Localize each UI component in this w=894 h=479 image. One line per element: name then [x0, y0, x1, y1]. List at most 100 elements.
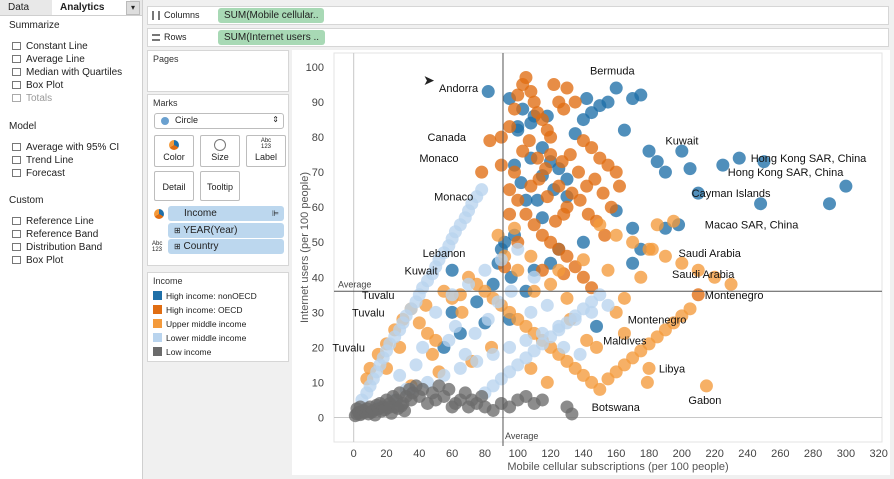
data-point: [544, 130, 558, 144]
analytics-item-constant-line[interactable]: Constant Line: [12, 40, 88, 53]
data-point: [437, 368, 451, 382]
data-point: [393, 368, 407, 382]
analytics-item-totals[interactable]: Totals: [12, 92, 52, 105]
data-point: [524, 85, 538, 99]
point-annotation: Tuvalu: [362, 290, 395, 302]
legend-item[interactable]: High income: nonOECD: [153, 290, 257, 302]
data-point: [547, 78, 561, 92]
pages-card[interactable]: Pages: [147, 50, 289, 92]
legend-item[interactable]: Low income: [153, 346, 211, 358]
data-point: [557, 207, 571, 221]
columns-label: Columns: [164, 10, 200, 20]
analytics-item-average-line[interactable]: Average Line: [12, 53, 85, 66]
detail-button[interactable]: Detail: [154, 171, 194, 201]
size-button[interactable]: Size: [200, 135, 240, 167]
income-field-pill[interactable]: Income ⊫: [168, 206, 284, 221]
data-point: [754, 197, 768, 211]
country-field-pill[interactable]: ⊞ Country: [168, 239, 284, 254]
year-field-pill[interactable]: ⊞ YEAR(Year): [168, 223, 284, 238]
data-point: [524, 361, 538, 375]
data-point: [565, 407, 579, 421]
data-point: [571, 165, 585, 179]
analytics-item-forecast[interactable]: Forecast: [12, 167, 65, 180]
data-point: [527, 270, 541, 284]
analytics-item-reference-line[interactable]: Reference Line: [12, 215, 94, 228]
data-point: [560, 81, 574, 95]
section-custom-title: Custom: [9, 195, 44, 206]
data-point: [675, 256, 689, 270]
data-point: [530, 193, 544, 207]
data-point: [491, 228, 505, 242]
x-tick-label: 80: [479, 448, 491, 460]
cards-pane: Pages Marks Circle ⇕ Color Size Abc 123 …: [145, 0, 289, 479]
data-point: [524, 305, 538, 319]
data-point: [598, 228, 612, 242]
tooltip-button[interactable]: Tooltip: [200, 171, 240, 201]
data-point: [539, 162, 553, 176]
analytics-item-average-ci[interactable]: Average with 95% CI: [12, 141, 119, 154]
marks-title: Marks: [153, 98, 178, 108]
reference-lines: Average Average: [334, 53, 882, 446]
legend-item[interactable]: Upper middle income: [153, 318, 246, 330]
data-point: [560, 249, 574, 263]
data-point: [576, 235, 590, 249]
analytics-item-distribution-band[interactable]: Distribution Band: [12, 241, 102, 254]
y-tick-label: 100: [306, 62, 324, 74]
analytics-item-trend-line[interactable]: Trend Line: [12, 154, 73, 167]
rows-shelf[interactable]: Rows SUM(Internet users ..: [147, 28, 889, 47]
y-tick-label: 70: [312, 167, 324, 179]
rows-pill[interactable]: SUM(Internet users ..: [218, 30, 326, 45]
point-annotation: Monaco: [419, 153, 458, 165]
columns-pill[interactable]: SUM(Mobile cellular..: [218, 8, 325, 23]
analytics-item-median-quartiles[interactable]: Median with Quartiles: [12, 66, 122, 79]
chart-view[interactable]: Average Average Bermuda Andorra Kuwait Canad…: [292, 50, 890, 475]
data-point: [590, 340, 604, 354]
tab-analytics[interactable]: Analytics: [52, 0, 130, 15]
data-point: [544, 277, 558, 291]
legend-swatch-4: [153, 347, 162, 356]
pane-menu-icon[interactable]: ▾: [126, 1, 140, 15]
data-point: [576, 270, 590, 284]
data-point: [573, 193, 587, 207]
x-tick-label: 300: [837, 448, 855, 460]
label-button[interactable]: Abc 123 Label: [246, 135, 286, 167]
data-point: [596, 186, 610, 200]
data-point: [617, 123, 631, 137]
data-point: [609, 165, 623, 179]
data-point: [576, 253, 590, 267]
totals-icon: [12, 94, 21, 102]
y-tick-label: 80: [312, 132, 324, 144]
columns-shelf[interactable]: Columns SUM(Mobile cellular..: [147, 6, 889, 25]
tab-data[interactable]: Data: [8, 2, 30, 13]
data-point: [590, 319, 604, 333]
data-point: [585, 141, 599, 155]
analytics-item-custom-box-plot[interactable]: Box Plot: [12, 254, 63, 267]
data-point: [470, 295, 484, 309]
color-button[interactable]: Color: [154, 135, 194, 167]
legend-item[interactable]: High income: OECD: [153, 304, 243, 316]
legend-title: Income: [153, 276, 183, 286]
x-tick-label: 220: [705, 448, 723, 460]
legend-swatch-1: [153, 305, 162, 314]
mark-type-dropdown[interactable]: Circle ⇕: [154, 113, 284, 129]
x-tick-label: 40: [413, 448, 425, 460]
data-point: [419, 298, 433, 312]
legend-item[interactable]: Lower middle income: [153, 332, 246, 344]
data-point: [429, 305, 443, 319]
label-field-icon: Abc 123: [152, 241, 163, 253]
data-point: [494, 158, 508, 172]
legend-swatch-3: [153, 333, 162, 342]
data-point: [530, 151, 544, 165]
data-point: [640, 375, 654, 389]
color-field-icon: [154, 209, 164, 219]
data-point: [626, 221, 640, 235]
data-point: [475, 389, 489, 403]
data-point: [519, 333, 533, 347]
scatter-plot[interactable]: Average Average Bermuda Andorra Kuwait Canad…: [292, 50, 890, 475]
data-point: [522, 134, 536, 148]
data-point: [503, 207, 517, 221]
analytics-item-reference-band[interactable]: Reference Band: [12, 228, 98, 241]
analytics-item-box-plot[interactable]: Box Plot: [12, 79, 63, 92]
x-tick-label: 140: [574, 448, 592, 460]
data-point: [511, 193, 525, 207]
